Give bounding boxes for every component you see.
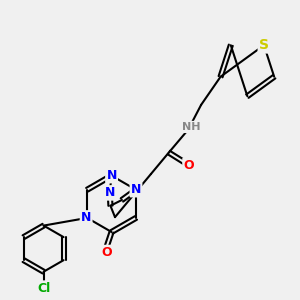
Text: N: N: [106, 169, 117, 182]
Text: N: N: [81, 212, 91, 224]
Text: O: O: [184, 159, 194, 172]
Text: N: N: [104, 186, 115, 200]
Text: NH: NH: [182, 122, 200, 132]
Text: Cl: Cl: [37, 282, 50, 295]
Text: N: N: [131, 183, 141, 196]
Text: S: S: [259, 38, 269, 52]
Text: O: O: [101, 246, 112, 259]
